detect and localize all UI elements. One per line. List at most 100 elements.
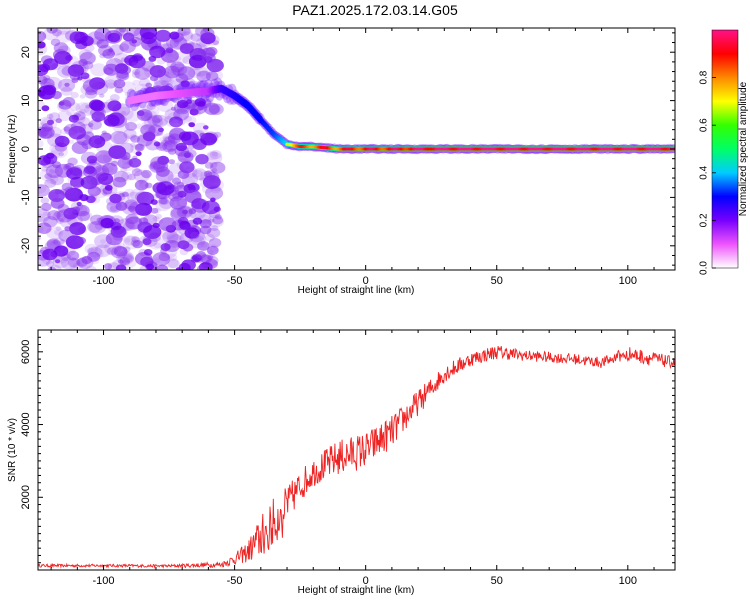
- noise-blob: [105, 82, 115, 90]
- noise-blob: [159, 75, 174, 87]
- noise-blob: [44, 173, 53, 180]
- noise-blob: [86, 173, 103, 186]
- noise-blob: [180, 31, 194, 42]
- noise-blob: [136, 191, 155, 206]
- noise-blob: [115, 106, 134, 121]
- noise-blob: [182, 159, 189, 164]
- noise-blob: [167, 174, 180, 183]
- noise-blob: [195, 28, 210, 38]
- noise-blob: [45, 164, 64, 178]
- noise-blob: [45, 174, 59, 185]
- noise-blob: [153, 242, 162, 249]
- noise-blob: [206, 151, 223, 165]
- noise-blob: [165, 47, 174, 54]
- noise-blob: [46, 226, 64, 240]
- noise-blob: [177, 222, 190, 232]
- noise-blob: [169, 196, 188, 210]
- noise-blob: [52, 255, 69, 269]
- noise-blob: [134, 167, 141, 173]
- noise-blob: [85, 265, 97, 270]
- noise-blob: [60, 256, 78, 270]
- noise-blob: [185, 42, 203, 56]
- noise-blob: [139, 78, 151, 87]
- noise-blob: [181, 172, 199, 186]
- noise-blob: [124, 188, 135, 197]
- noise-blob: [55, 54, 72, 68]
- noise-blob: [55, 259, 61, 264]
- noise-blob: [46, 113, 54, 119]
- noise-blob: [134, 179, 149, 191]
- snr-series-line: [38, 346, 675, 570]
- noise-blob: [83, 131, 95, 140]
- noise-blob: [122, 259, 131, 266]
- noise-blob: [95, 150, 113, 164]
- noise-blob: [64, 186, 75, 194]
- noise-blob: [201, 52, 216, 64]
- noise-blob: [102, 132, 112, 140]
- noise-blob: [79, 51, 97, 65]
- noise-blob: [170, 207, 187, 221]
- noise-blob: [66, 250, 80, 261]
- noise-blob: [192, 217, 203, 225]
- noise-blob: [90, 63, 107, 77]
- spectrogram-noise-blobs: [38, 28, 226, 270]
- noise-blob: [158, 68, 177, 83]
- noise-blob: [75, 102, 91, 114]
- noise-blob: [131, 62, 138, 67]
- noise-blob: [75, 236, 86, 245]
- noise-blob: [206, 150, 219, 161]
- noise-blob: [166, 229, 184, 243]
- noise-blob: [104, 79, 117, 89]
- noise-blob: [199, 132, 206, 138]
- noise-blob: [210, 225, 219, 232]
- noise-blob: [133, 169, 150, 183]
- noise-blob: [87, 246, 103, 258]
- noise-blob: [59, 239, 66, 244]
- noise-blob: [188, 68, 201, 78]
- noise-blob: [41, 105, 50, 112]
- noise-blob: [109, 193, 122, 204]
- noise-blob: [184, 209, 197, 219]
- noise-blob: [52, 239, 59, 245]
- noise-blob: [119, 72, 130, 81]
- noise-blob: [201, 200, 220, 215]
- noise-blob: [83, 165, 96, 175]
- noise-blob: [204, 162, 214, 169]
- noise-blob: [192, 138, 207, 150]
- noise-blob: [127, 191, 141, 203]
- noise-blob: [160, 80, 170, 87]
- noise-blob: [155, 29, 172, 42]
- noise-blob: [139, 235, 150, 244]
- noise-blob: [64, 171, 71, 176]
- noise-blob: [176, 158, 192, 170]
- colorbar-ticks: 0.0 0.2 0.4 0.6 0.8: [699, 70, 716, 275]
- noise-blob: [94, 117, 101, 123]
- noise-blob: [187, 143, 195, 150]
- noise-blob: [71, 77, 79, 84]
- noise-blob: [87, 31, 105, 45]
- noise-blob: [137, 133, 151, 143]
- noise-blob: [123, 246, 131, 253]
- noise-blob: [41, 117, 58, 131]
- noise-blob: [113, 246, 128, 257]
- noise-blob: [79, 194, 89, 202]
- noise-blob: [151, 114, 163, 123]
- noise-blob: [136, 99, 154, 113]
- noise-blob: [167, 65, 182, 77]
- x-tick-label: 100: [619, 575, 637, 587]
- noise-blob: [208, 103, 224, 116]
- noise-blob: [169, 31, 180, 40]
- noise-blob: [123, 221, 136, 231]
- noise-blob: [116, 250, 135, 265]
- noise-blob: [148, 164, 155, 170]
- noise-blob: [113, 229, 121, 236]
- noise-blob: [65, 55, 73, 61]
- noise-blob: [115, 70, 130, 81]
- noise-blob: [170, 61, 185, 73]
- noise-blob: [112, 259, 127, 270]
- noise-blob: [162, 141, 177, 153]
- noise-blob: [189, 108, 199, 116]
- noise-blob: [157, 99, 174, 113]
- noise-blob: [43, 153, 58, 165]
